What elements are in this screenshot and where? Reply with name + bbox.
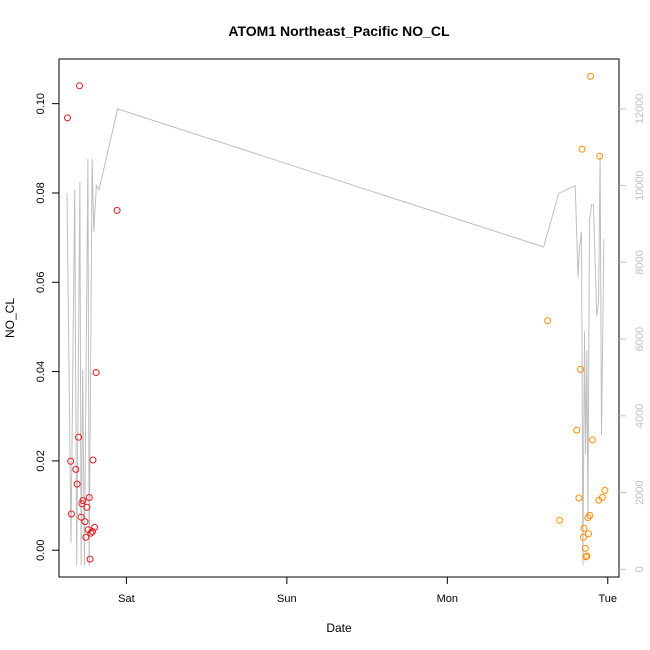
data-point-s1-15: [589, 436, 596, 444]
data-point-s0-4: [73, 480, 81, 488]
data-point-s0-9: [79, 497, 87, 505]
data-point-s1-11: [584, 514, 592, 522]
data-point-s0-16: [87, 529, 95, 537]
data-point-s0-19: [91, 523, 99, 531]
data-point-s0-14: [85, 494, 93, 501]
data-point-s1-13: [586, 511, 594, 519]
y-tick-label-0: 0.00: [35, 539, 47, 560]
data-point-s1-18: [598, 494, 606, 501]
x-tick-label-2: Mon: [437, 593, 458, 605]
data-point-s0-2: [67, 510, 75, 518]
data-point-s0-8: [78, 500, 86, 508]
data-point-s0-20: [92, 369, 100, 376]
data-point-s1-14: [587, 72, 595, 80]
data-point-s0-21: [113, 206, 121, 214]
y2-tick-label-2: 4000: [634, 404, 646, 428]
y-tick-label-2: 0.04: [35, 361, 47, 382]
data-point-s1-19: [601, 486, 609, 494]
data-point-s1-1: [556, 516, 564, 524]
data-point-s1-3: [575, 494, 583, 502]
x-axis: Sat Sun Mon Tue: [118, 577, 617, 605]
data-point-s0-18: [89, 456, 97, 464]
y2-tick-label-6: 12000: [634, 94, 646, 125]
y2-tick-label-0: 0: [634, 566, 646, 572]
data-point-s1-6: [579, 533, 587, 541]
data-point-s0-10: [81, 518, 89, 526]
data-point-s0-1: [67, 457, 75, 465]
y2-tick-label-4: 8000: [634, 250, 646, 274]
data-point-s0-12: [83, 503, 91, 511]
x-tick-label-1: Sun: [277, 593, 297, 605]
plot-frame: [58, 58, 620, 578]
x-axis-label: Date: [326, 621, 352, 635]
data-point-s1-12: [585, 530, 592, 538]
y2-tick-label-5: 10000: [634, 170, 646, 201]
data-point-s0-0: [64, 114, 71, 122]
data-point-s0-17: [89, 528, 96, 535]
y2-tick-label-1: 2000: [634, 480, 646, 504]
data-point-s0-6: [76, 82, 83, 90]
data-point-s0-11: [82, 533, 90, 541]
data-point-s1-7: [580, 524, 588, 532]
data-point-s1-5: [578, 145, 586, 153]
secondary-y-axis: 0 2000 4000 6000 8000 10000 12000: [619, 94, 646, 572]
secondary-series-line: [66, 108, 605, 566]
y-tick-label-5: 0.10: [35, 93, 47, 114]
data-point-s1-17: [596, 152, 604, 160]
y-tick-label-1: 0.02: [35, 450, 47, 471]
y-tick-label-4: 0.08: [35, 182, 47, 203]
data-point-s0-7: [77, 513, 85, 521]
data-point-s1-8: [581, 544, 589, 552]
data-point-s1-9: [582, 553, 590, 561]
x-tick-label-0: Sat: [118, 593, 135, 605]
data-point-s1-10: [583, 552, 591, 560]
data-point-s0-15: [86, 555, 94, 563]
y-tick-label-3: 0.06: [35, 272, 47, 293]
y-axis-label: NO_CL: [3, 298, 17, 338]
data-point-s1-2: [573, 426, 581, 434]
data-point-s0-5: [75, 433, 83, 441]
x-tick-label-3: Tue: [598, 593, 617, 605]
data-point-s1-0: [544, 317, 552, 325]
data-point-s0-3: [72, 465, 80, 473]
points-layer: [64, 72, 609, 563]
y2-tick-label-3: 6000: [634, 327, 646, 351]
chart-title: ATOM1 Northeast_Pacific NO_CL: [228, 23, 450, 39]
data-point-s1-4: [577, 365, 584, 373]
y-axis: 0.00 0.02 0.04 0.06 0.08 0.10: [35, 93, 59, 561]
secondary-series-layer: [66, 108, 605, 566]
